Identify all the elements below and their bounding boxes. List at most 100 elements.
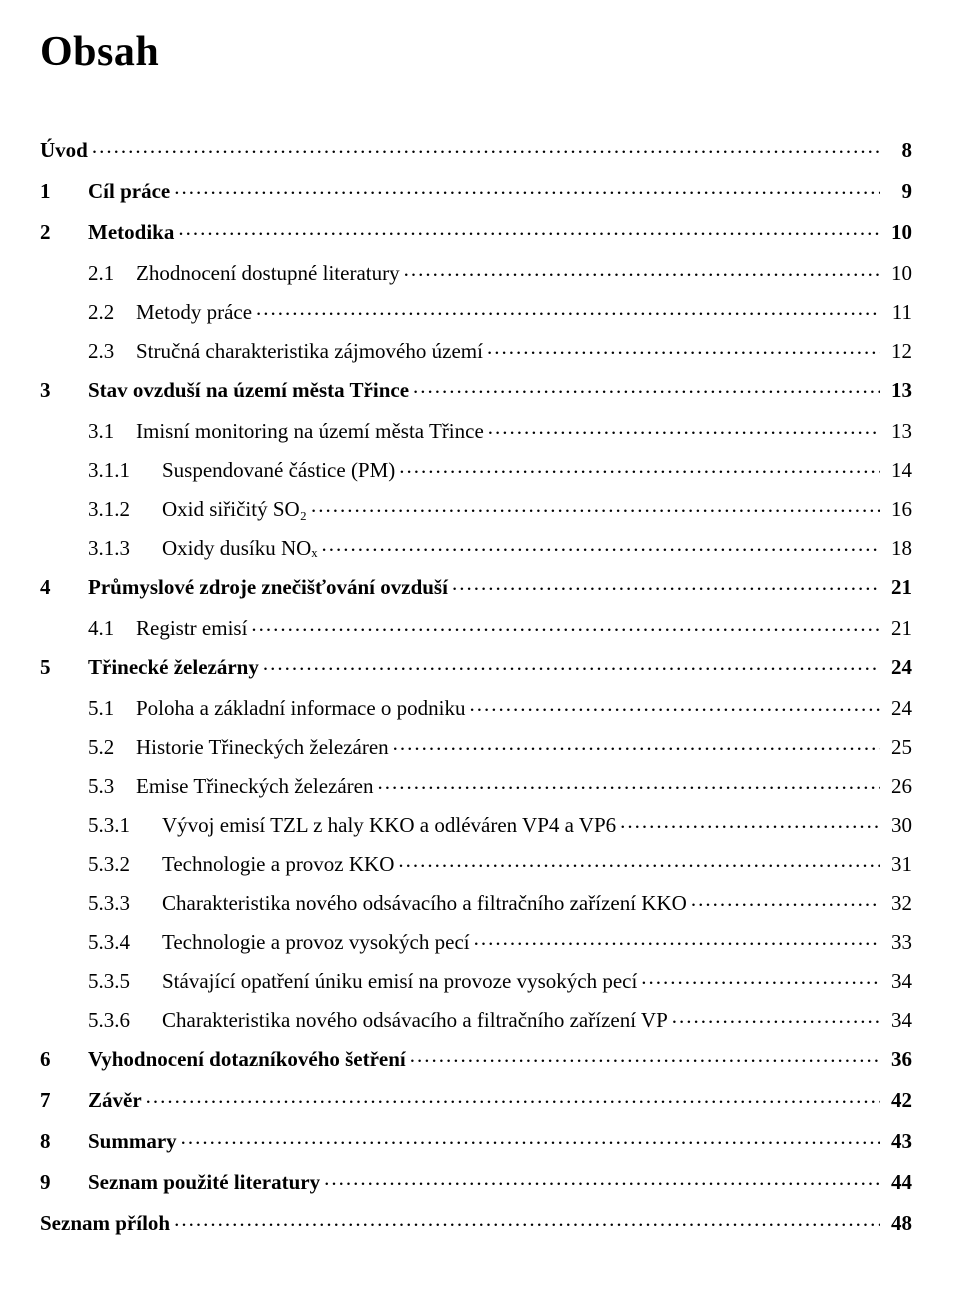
toc-entry: 5.3Emise Třineckých železáren26 — [40, 772, 912, 797]
toc-entry-page: 10 — [884, 222, 912, 243]
toc-entry: 4.1Registr emisí 21 — [40, 614, 912, 639]
toc-entry: 1Cíl práce9 — [40, 177, 912, 202]
toc-entry-label: Metody práce — [136, 302, 252, 323]
toc-entry-label: Vyhodnocení dotazníkového šetření — [88, 1049, 406, 1070]
toc-entry-page: 21 — [884, 577, 912, 598]
toc-entry: 8Summary 43 — [40, 1127, 912, 1152]
toc-entry-label: Poloha a základní informace o podniku — [136, 698, 466, 719]
toc-entry-label: Oxid siřičitý SO₂ — [162, 499, 307, 520]
toc-entry: 5.2Historie Třineckých železáren25 — [40, 733, 912, 758]
toc-entry-number: 5.3.2 — [88, 854, 162, 875]
toc-leader-dots — [672, 1006, 880, 1027]
toc-leader-dots — [404, 259, 880, 280]
toc-entry-label: Summary — [88, 1131, 177, 1152]
toc-entry-label: Imisní monitoring na území města Třince — [136, 421, 484, 442]
toc-entry-number: 5 — [40, 657, 88, 678]
toc-entry-label: Průmyslové zdroje znečišťování ovzduší — [88, 577, 448, 598]
toc-entry-label: Stávající opatření úniku emisí na provoz… — [162, 971, 637, 992]
toc-entry-number: 5.3.5 — [88, 971, 162, 992]
toc-leader-dots — [487, 337, 880, 358]
toc-entry: 9Seznam použité literatury44 — [40, 1168, 912, 1193]
toc-entry: 5.3.1Vývoj emisí TZL z haly KKO a odlévá… — [40, 811, 912, 836]
toc-entry-page: 36 — [884, 1049, 912, 1070]
toc-entry-label: Zhodnocení dostupné literatury — [136, 263, 400, 284]
toc-entry-page: 34 — [884, 1010, 912, 1031]
toc-entry-page: 9 — [884, 181, 912, 202]
toc-entry: 3.1.3Oxidy dusíku NOₓ18 — [40, 534, 912, 559]
toc-entry-number: 2.3 — [88, 341, 136, 362]
toc-entry-label: Seznam příloh — [40, 1213, 170, 1234]
toc-entry-page: 24 — [884, 698, 912, 719]
toc-entry-page: 16 — [884, 499, 912, 520]
toc-leader-dots — [410, 1045, 880, 1066]
toc-entry-page: 21 — [884, 618, 912, 639]
toc-entry-number: 5.3.1 — [88, 815, 162, 836]
toc-entry-label: Třinecké železárny — [88, 657, 259, 678]
toc-entry-page: 12 — [884, 341, 912, 362]
toc-leader-dots — [474, 928, 880, 949]
toc-leader-dots — [181, 1127, 880, 1148]
toc-entry: 5.1Poloha a základní informace o podniku… — [40, 694, 912, 719]
toc-entry-page: 26 — [884, 776, 912, 797]
toc-leader-dots — [620, 811, 880, 832]
toc-entry-label: Stručná charakteristika zájmového území — [136, 341, 483, 362]
toc-entry-label: Registr emisí — [136, 618, 247, 639]
toc-leader-dots — [324, 1168, 880, 1189]
toc-entry: 2.2Metody práce11 — [40, 298, 912, 323]
toc-entry: 5.3.6Charakteristika nového odsávacího a… — [40, 1006, 912, 1031]
toc-leader-dots — [174, 177, 880, 198]
toc-entry-page: 43 — [884, 1131, 912, 1152]
toc-leader-dots — [321, 534, 880, 555]
toc-entry-page: 8 — [884, 140, 912, 161]
toc-entry: 6Vyhodnocení dotazníkového šetření 36 — [40, 1045, 912, 1070]
toc-entry-number: 3.1.3 — [88, 538, 162, 559]
toc-entry: Seznam příloh 48 — [40, 1209, 912, 1234]
toc-entry-number: 8 — [40, 1131, 88, 1152]
toc-entry: 2.3Stručná charakteristika zájmového úze… — [40, 337, 912, 362]
toc-leader-dots — [311, 495, 880, 516]
toc-entry-label: Stav ovzduší na území města Třince — [88, 380, 409, 401]
toc-leader-dots — [691, 889, 880, 910]
toc-entry-number: 3.1 — [88, 421, 136, 442]
toc-entry-page: 30 — [884, 815, 912, 836]
toc-entry-page: 48 — [884, 1213, 912, 1234]
toc-leader-dots — [174, 1209, 880, 1230]
toc-leader-dots — [393, 733, 880, 754]
toc-entry-page: 42 — [884, 1090, 912, 1111]
toc-entry-page: 24 — [884, 657, 912, 678]
toc-entry: 2.1Zhodnocení dostupné literatury 10 — [40, 259, 912, 284]
toc-entry-label: Vývoj emisí TZL z haly KKO a odléváren V… — [162, 815, 616, 836]
toc-entry: 2Metodika10 — [40, 218, 912, 243]
toc-entry: 5.3.2Technologie a provoz KKO31 — [40, 850, 912, 875]
toc-entry-label: Závěr — [88, 1090, 142, 1111]
toc-leader-dots — [377, 772, 880, 793]
toc-entry: 5.3.4Technologie a provoz vysokých pecí3… — [40, 928, 912, 953]
toc-leader-dots — [92, 136, 880, 157]
toc-entry-number: 5.3.6 — [88, 1010, 162, 1031]
toc-entry: Úvod 8 — [40, 136, 912, 161]
toc-entry-page: 10 — [884, 263, 912, 284]
toc-entry: 3.1Imisní monitoring na území města Třin… — [40, 417, 912, 442]
toc-entry: 3.1.2Oxid siřičitý SO₂16 — [40, 495, 912, 520]
toc-entry-label: Úvod — [40, 140, 88, 161]
toc-entry-label: Emise Třineckých železáren — [136, 776, 373, 797]
toc-entry-page: 31 — [884, 854, 912, 875]
toc-entry-page: 13 — [884, 380, 912, 401]
toc-entry-number: 5.1 — [88, 698, 136, 719]
toc-entry: 4Průmyslové zdroje znečišťování ovzduší2… — [40, 573, 912, 598]
toc-leader-dots — [256, 298, 880, 319]
toc-entry-number: 3.1.1 — [88, 460, 162, 481]
toc-entry-label: Charakteristika nového odsávacího a filt… — [162, 1010, 668, 1031]
toc-leader-dots — [413, 376, 880, 397]
toc-entry: 5Třinecké železárny 24 — [40, 653, 912, 678]
toc-page: Obsah Úvod 8 1Cíl práce9 2Metodika10 2.1Zhod… — [0, 0, 960, 1290]
toc-title: Obsah — [40, 28, 912, 76]
toc-entry-page: 11 — [884, 302, 912, 323]
toc-entry-label: Technologie a provoz vysokých pecí — [162, 932, 470, 953]
toc-leader-dots — [399, 456, 880, 477]
toc-entry-page: 14 — [884, 460, 912, 481]
toc-entry-number: 6 — [40, 1049, 88, 1070]
toc-leader-dots — [146, 1086, 880, 1107]
toc-entry-number: 2.1 — [88, 263, 136, 284]
toc-entry-number: 4.1 — [88, 618, 136, 639]
